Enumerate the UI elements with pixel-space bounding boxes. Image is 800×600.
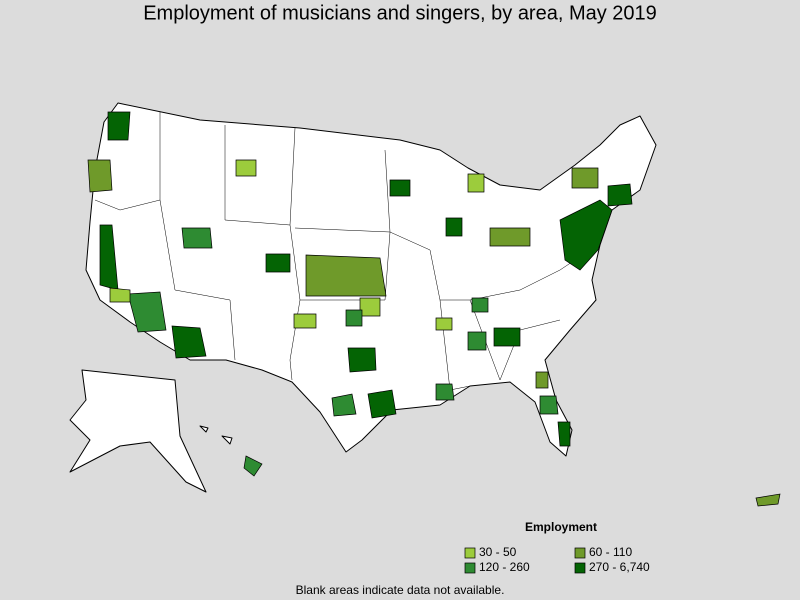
area [305, 254, 387, 297]
area [489, 227, 531, 247]
area [571, 167, 599, 189]
legend-swatch [464, 547, 476, 559]
area [471, 297, 489, 313]
area [127, 291, 167, 333]
puerto-rico [755, 493, 781, 507]
area [331, 393, 357, 417]
hawaii-area [243, 455, 263, 477]
area [557, 421, 571, 447]
area [359, 297, 381, 317]
state-borders [94, 112, 161, 211]
area [235, 159, 257, 177]
map-title: Employment of musicians and singers, by … [143, 2, 657, 24]
state-borders [384, 149, 591, 301]
legend-swatch [464, 562, 476, 574]
area [181, 227, 213, 249]
area [607, 183, 633, 207]
area [293, 313, 317, 329]
area [87, 159, 113, 193]
legend-swatch [574, 562, 586, 574]
area [559, 199, 613, 271]
area [535, 371, 549, 389]
area [493, 327, 521, 347]
area [171, 325, 207, 359]
area [347, 347, 377, 373]
legend-items: 30 - 50 60 - 110 120 - 260 270 - 6,740 [464, 545, 650, 574]
hawaii [221, 435, 233, 445]
footnote: Blank areas indicate data not available. [296, 583, 505, 597]
legend-swatch [574, 547, 586, 559]
area [467, 331, 487, 351]
area [539, 395, 559, 415]
state-borders [224, 125, 296, 226]
legend-label: 120 - 260 [479, 560, 530, 574]
area [265, 253, 291, 273]
legend-title: Employment [525, 520, 597, 534]
area [435, 383, 455, 401]
map [69, 102, 781, 507]
legend: Employment 30 - 50 60 - 110 120 - 260 270 -… [464, 520, 650, 574]
area [109, 287, 131, 303]
area [107, 111, 131, 141]
area [435, 317, 453, 331]
area [445, 217, 463, 237]
area [389, 179, 411, 197]
state-borders [289, 224, 391, 301]
legend-label: 30 - 50 [479, 545, 517, 559]
state-borders [159, 199, 236, 361]
area [467, 173, 485, 193]
area [345, 309, 363, 327]
hawaii [199, 425, 209, 433]
legend-label: 270 - 6,740 [589, 560, 650, 574]
area [367, 389, 397, 419]
legend-label: 60 - 110 [589, 545, 632, 559]
alaska [69, 369, 207, 493]
